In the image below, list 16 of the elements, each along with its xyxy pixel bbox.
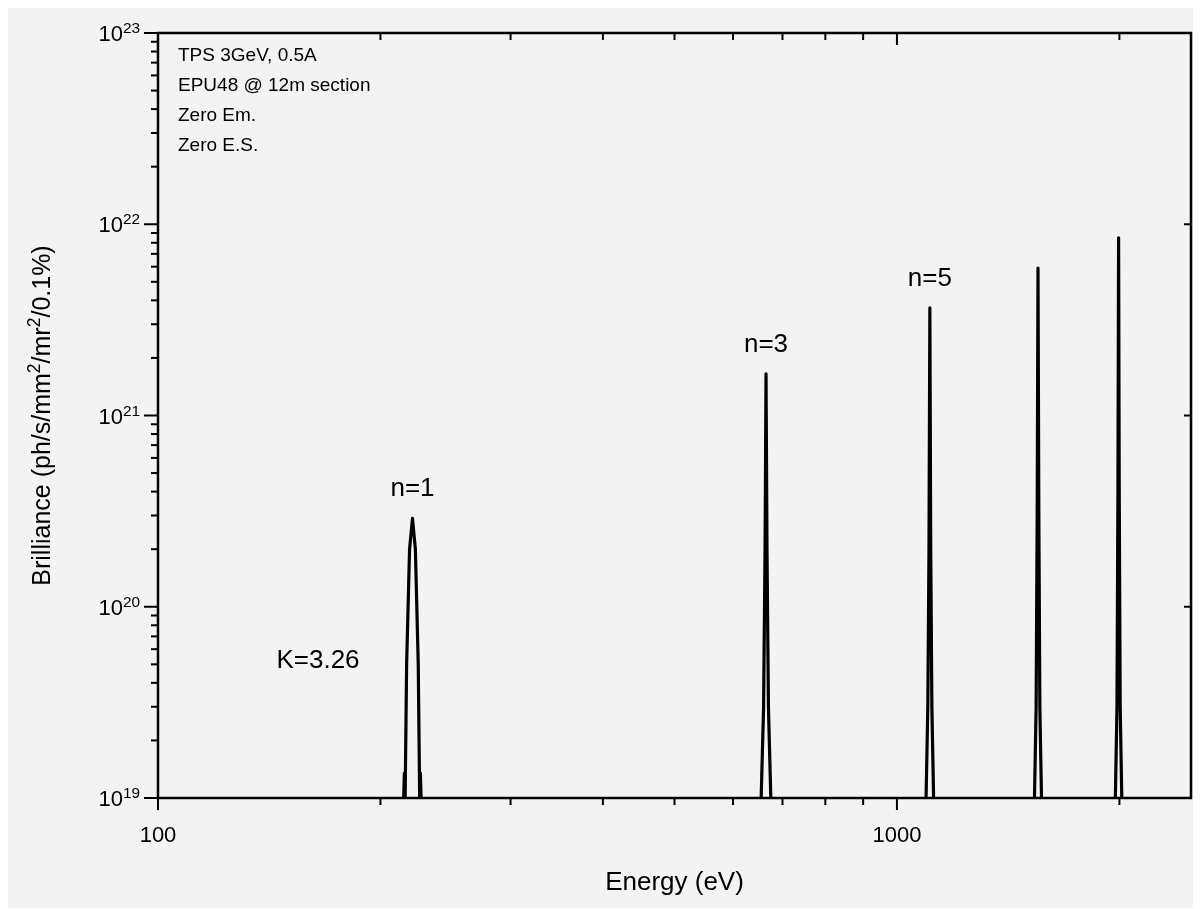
y-tick-label: 10$^{22}$: [98, 209, 140, 238]
annotation: Zero Em.: [178, 104, 257, 125]
annotation: n=1: [390, 472, 435, 503]
annotation: TPS 3GeV, 0.5A: [178, 44, 318, 65]
annotation: Zero E.S.: [178, 134, 259, 155]
y-tick-label: 10$^{23}$: [98, 18, 140, 46]
y-tick-label: 10$^{21}$: [98, 401, 140, 429]
x-tick-label: 1000: [872, 822, 922, 847]
annotation: K=3.26: [276, 643, 360, 674]
x-tick-label: 100: [139, 822, 177, 847]
annotation: EPU48 @ 12m section: [178, 74, 371, 95]
annotation: n=3: [743, 327, 789, 358]
y-tick-label: 10$^{20}$: [98, 592, 140, 620]
annotation: n=5: [907, 261, 952, 292]
x-axis-title: Energy (eV): [605, 866, 744, 896]
y-tick-label: 10$^{19}$: [98, 783, 140, 811]
